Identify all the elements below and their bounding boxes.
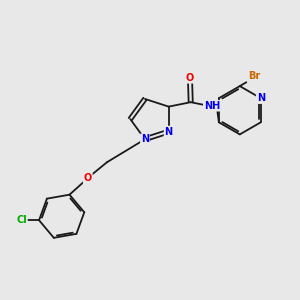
Text: N: N [165, 127, 173, 136]
Text: N: N [257, 93, 265, 103]
Text: O: O [186, 73, 194, 83]
Text: Cl: Cl [16, 215, 27, 225]
Text: N: N [141, 134, 149, 144]
Text: O: O [84, 173, 92, 184]
Text: NH: NH [204, 101, 220, 111]
Text: Br: Br [248, 70, 261, 80]
